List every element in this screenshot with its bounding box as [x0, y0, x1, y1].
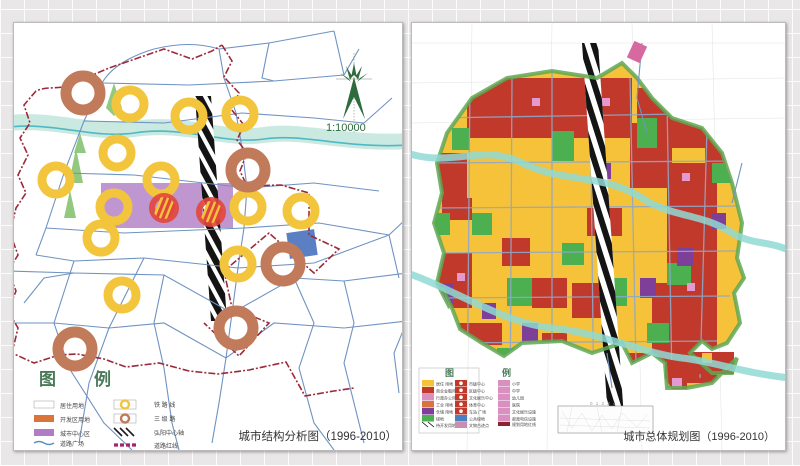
svg-text:工业 用地: 工业 用地 — [436, 402, 453, 408]
svg-text:绿地: 绿地 — [436, 416, 444, 422]
svg-text:幼儿园: 幼儿园 — [512, 395, 524, 401]
svg-text:居住用地: 居住用地 — [60, 402, 84, 410]
svg-text:弘阳中心轴: 弘阳中心轴 — [154, 429, 184, 437]
svg-text:邮政电信设施: 邮政电信设施 — [512, 416, 536, 422]
svg-text:体育中心: 体育中心 — [469, 402, 485, 408]
svg-text:例: 例 — [94, 369, 111, 389]
svg-text:仓储 用地: 仓储 用地 — [436, 409, 453, 415]
svg-text:市级中心: 市级中心 — [469, 381, 485, 387]
svg-text:道路红线: 道路红线 — [154, 442, 178, 450]
svg-text:待开发用地: 待开发用地 — [436, 422, 456, 428]
svg-text:小学: 小学 — [512, 381, 520, 387]
svg-text:城市总体规划图（1996-2010）: 城市总体规划图（1996-2010） — [623, 429, 775, 443]
svg-text:居住 用地: 居住 用地 — [436, 381, 453, 387]
svg-text:车站 广场: 车站 广场 — [469, 409, 486, 415]
svg-text:规划用地红线: 规划用地红线 — [512, 421, 536, 427]
svg-text:开发区用地: 开发区用地 — [60, 416, 90, 424]
svg-text:0 1 2 3 4: 0 1 2 3 4 — [590, 401, 617, 406]
svg-text:城市结构分析图（1996-2010）: 城市结构分析图（1996-2010） — [239, 429, 398, 443]
svg-text:图: 图 — [39, 370, 56, 389]
svg-text:1:10000: 1:10000 — [326, 122, 366, 134]
svg-text:三 级 路: 三 级 路 — [154, 415, 175, 423]
svg-text:文化娱乐中心: 文化娱乐中心 — [469, 395, 493, 401]
svg-text:道路广场: 道路广场 — [60, 440, 84, 448]
svg-text:公共绿地: 公共绿地 — [469, 416, 485, 422]
svg-text:中学: 中学 — [512, 388, 520, 394]
svg-text:城市中心区: 城市中心区 — [60, 430, 90, 438]
svg-text:医院: 医院 — [512, 402, 520, 408]
svg-text:文化娱乐设施: 文化娱乐设施 — [512, 409, 536, 415]
svg-text:铁 路 线: 铁 路 线 — [154, 401, 175, 409]
svg-text:文物古迹点: 文物古迹点 — [469, 422, 489, 428]
svg-text:区级中心: 区级中心 — [469, 388, 485, 394]
svg-text:例: 例 — [502, 367, 511, 378]
svg-text:图: 图 — [445, 368, 454, 378]
